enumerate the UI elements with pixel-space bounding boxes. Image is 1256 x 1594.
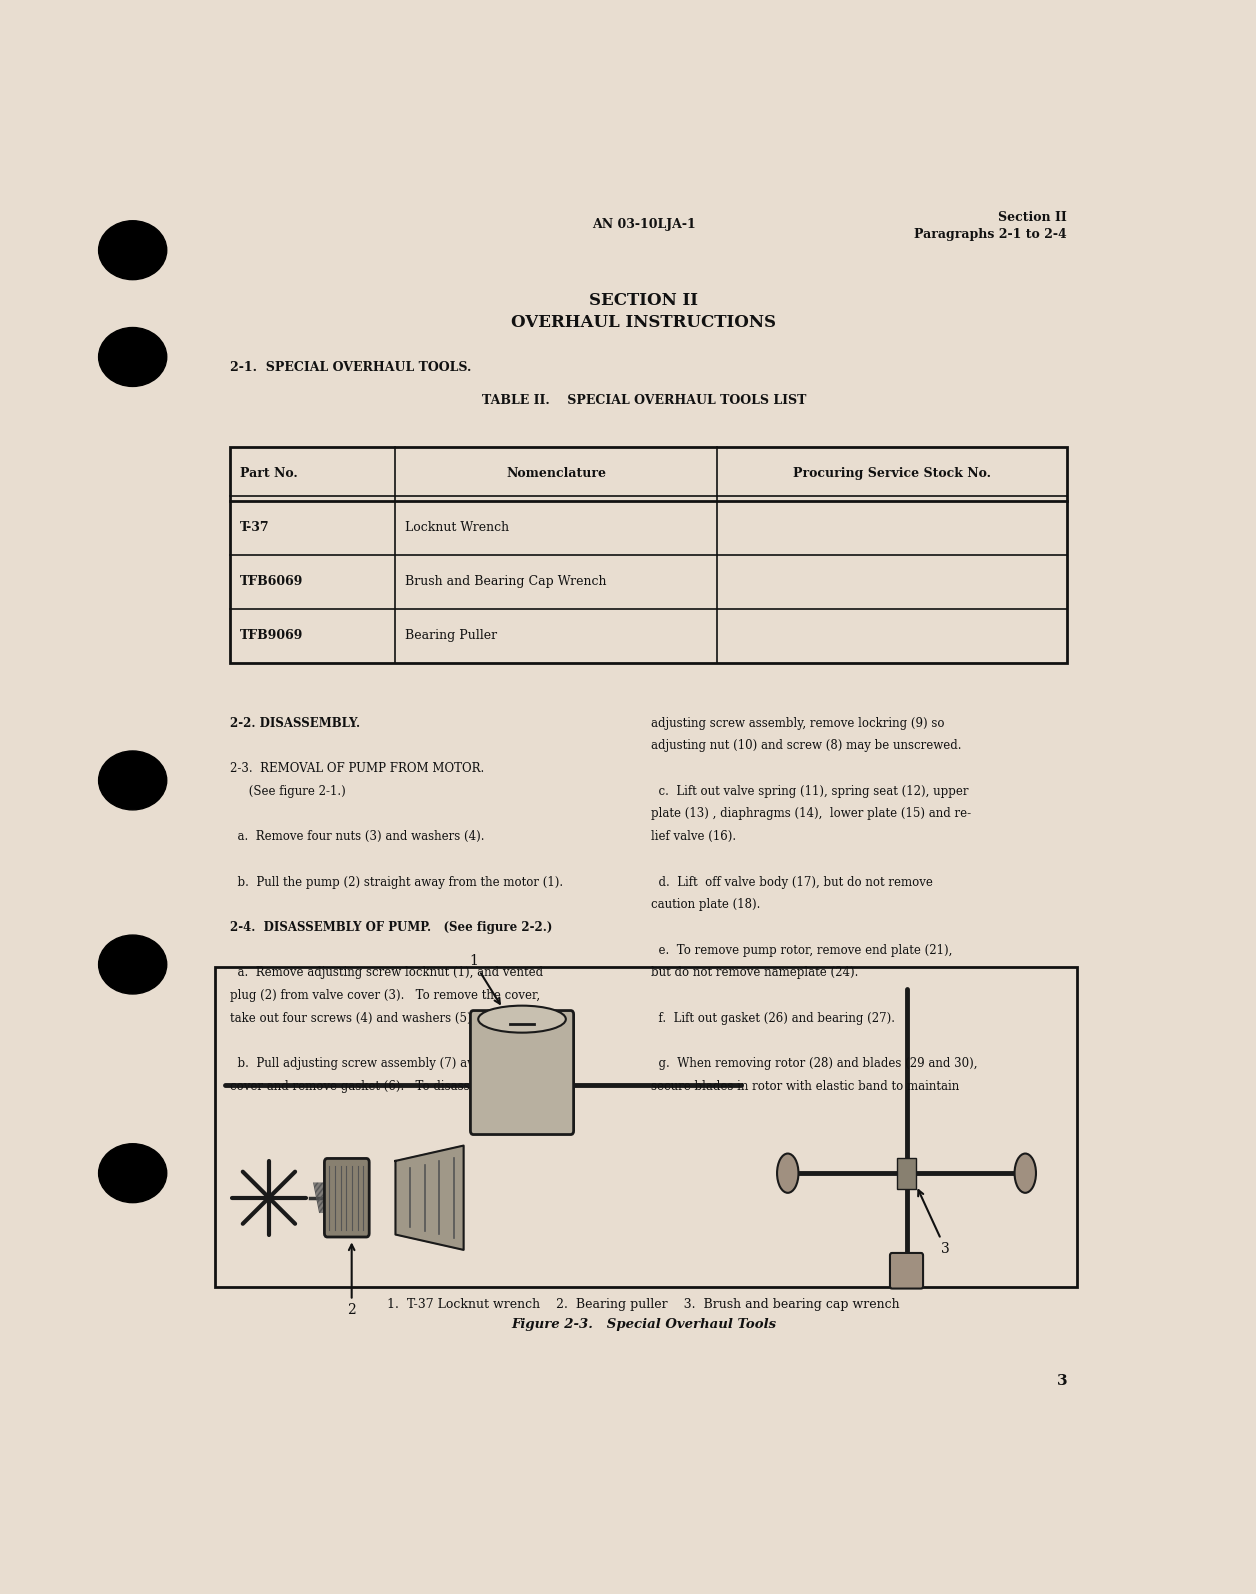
- Text: Procuring Service Stock No.: Procuring Service Stock No.: [793, 467, 991, 480]
- Bar: [230, 446, 1068, 663]
- Text: adjusting nut (10) and screw (8) may be unscrewed.: adjusting nut (10) and screw (8) may be …: [652, 740, 962, 752]
- Ellipse shape: [777, 1154, 799, 1192]
- Text: Bearing Puller: Bearing Puller: [406, 630, 497, 642]
- Text: Paragraphs 2-1 to 2-4: Paragraphs 2-1 to 2-4: [914, 228, 1068, 241]
- FancyBboxPatch shape: [471, 1011, 574, 1135]
- Text: plug (2) from valve cover (3).   To remove the cover,: plug (2) from valve cover (3). To remove…: [230, 988, 540, 1003]
- Text: T-37: T-37: [240, 521, 269, 534]
- Text: d.  Lift  off valve body (17), but do not remove: d. Lift off valve body (17), but do not …: [652, 875, 933, 888]
- Bar: [897, 1157, 917, 1189]
- Text: plate (13) , diaphragms (14),  lower plate (15) and re-: plate (13) , diaphragms (14), lower plat…: [652, 808, 972, 821]
- Text: adjusting screw assembly, remove lockring (9) so: adjusting screw assembly, remove lockrin…: [652, 717, 945, 730]
- Text: b.  Pull adjusting screw assembly (7) away from the: b. Pull adjusting screw assembly (7) awa…: [230, 1057, 545, 1070]
- Text: take out four screws (4) and washers (5).: take out four screws (4) and washers (5)…: [230, 1012, 475, 1025]
- FancyBboxPatch shape: [891, 1253, 923, 1288]
- Ellipse shape: [98, 220, 167, 279]
- Text: 2-3.  REMOVAL OF PUMP FROM MOTOR.: 2-3. REMOVAL OF PUMP FROM MOTOR.: [230, 762, 485, 775]
- Text: 2: 2: [348, 1245, 355, 1317]
- Ellipse shape: [98, 751, 167, 810]
- Text: Part No.: Part No.: [240, 467, 298, 480]
- Text: caution plate (18).: caution plate (18).: [652, 899, 761, 912]
- Text: SECTION II: SECTION II: [589, 292, 698, 309]
- Text: 1.  T-37 Locknut wrench    2.  Bearing puller    3.  Brush and bearing cap wrenc: 1. T-37 Locknut wrench 2. Bearing puller…: [387, 1299, 901, 1312]
- Ellipse shape: [98, 936, 167, 995]
- Polygon shape: [396, 1146, 463, 1250]
- Text: TFB9069: TFB9069: [240, 630, 303, 642]
- Text: 2-2. DISASSEMBLY.: 2-2. DISASSEMBLY.: [230, 717, 360, 730]
- Text: cover and remove gasket (6).   To disassemble the: cover and remove gasket (6). To disassem…: [230, 1079, 529, 1093]
- Text: TABLE II.    SPECIAL OVERHAUL TOOLS LIST: TABLE II. SPECIAL OVERHAUL TOOLS LIST: [481, 394, 806, 406]
- Text: Brush and Bearing Cap Wrench: Brush and Bearing Cap Wrench: [406, 575, 607, 588]
- Text: b.  Pull the pump (2) straight away from the motor (1).: b. Pull the pump (2) straight away from …: [230, 875, 563, 888]
- Ellipse shape: [1015, 1154, 1036, 1192]
- Text: 2-4.  DISASSEMBLY OF PUMP.   (See figure 2-2.): 2-4. DISASSEMBLY OF PUMP. (See figure 2-…: [230, 921, 553, 934]
- Text: 3: 3: [918, 1191, 950, 1256]
- Text: Section II: Section II: [999, 210, 1068, 223]
- Ellipse shape: [98, 1144, 167, 1202]
- Text: AN 03-10LJA-1: AN 03-10LJA-1: [592, 218, 696, 231]
- Text: Locknut Wrench: Locknut Wrench: [406, 521, 510, 534]
- Text: (See figure 2-1.): (See figure 2-1.): [230, 784, 345, 797]
- FancyBboxPatch shape: [324, 1159, 369, 1237]
- Text: 3: 3: [1056, 1374, 1068, 1388]
- Text: g.  When removing rotor (28) and blades (29 and 30),: g. When removing rotor (28) and blades (…: [652, 1057, 978, 1070]
- Text: secure blades in rotor with elastic band to maintain: secure blades in rotor with elastic band…: [652, 1079, 960, 1093]
- Text: a.  Remove adjusting screw locknut (1), and vented: a. Remove adjusting screw locknut (1), a…: [230, 966, 543, 979]
- Text: 1: 1: [468, 955, 500, 1004]
- Text: but do not remove nameplate (24).: but do not remove nameplate (24).: [652, 966, 859, 979]
- Text: TFB6069: TFB6069: [240, 575, 303, 588]
- Ellipse shape: [479, 1006, 566, 1033]
- Ellipse shape: [98, 327, 167, 386]
- Text: c.  Lift out valve spring (11), spring seat (12), upper: c. Lift out valve spring (11), spring se…: [652, 784, 968, 797]
- Text: Figure 2-3.   Special Overhaul Tools: Figure 2-3. Special Overhaul Tools: [511, 1318, 776, 1331]
- Text: 2-1.  SPECIAL OVERHAUL TOOLS.: 2-1. SPECIAL OVERHAUL TOOLS.: [230, 360, 471, 373]
- Text: OVERHAUL INSTRUCTIONS: OVERHAUL INSTRUCTIONS: [511, 314, 776, 332]
- Text: e.  To remove pump rotor, remove end plate (21),: e. To remove pump rotor, remove end plat…: [652, 944, 953, 956]
- Text: lief valve (16).: lief valve (16).: [652, 830, 736, 843]
- Text: Nomenclature: Nomenclature: [506, 467, 607, 480]
- Text: f.  Lift out gasket (26) and bearing (27).: f. Lift out gasket (26) and bearing (27)…: [652, 1012, 896, 1025]
- Text: a.  Remove four nuts (3) and washers (4).: a. Remove four nuts (3) and washers (4).: [230, 830, 485, 843]
- Bar: [216, 968, 1076, 1288]
